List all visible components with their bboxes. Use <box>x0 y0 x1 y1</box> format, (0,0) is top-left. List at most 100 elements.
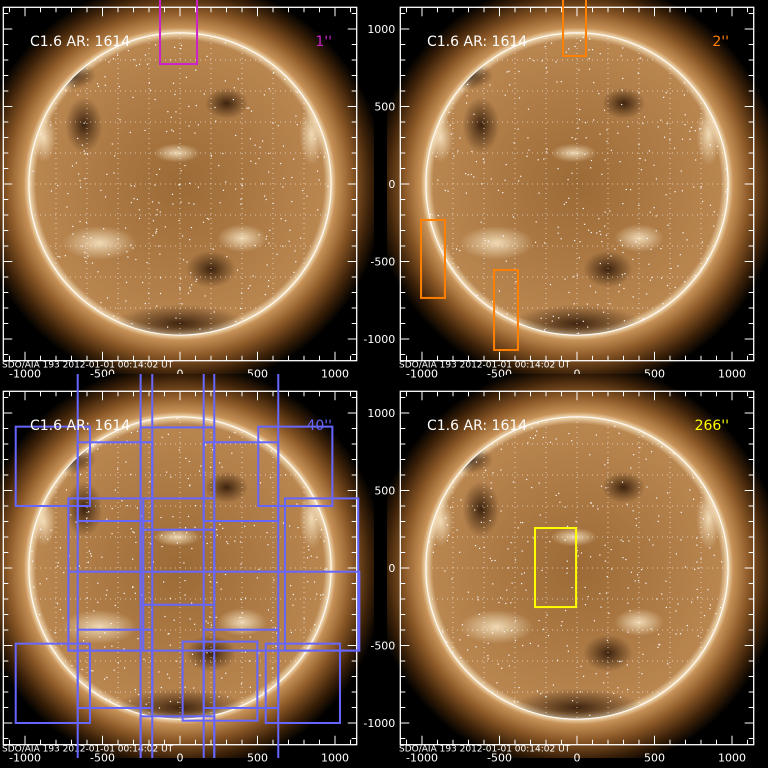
coronal-hole <box>204 471 249 503</box>
grid-dot <box>85 221 88 223</box>
grid-dot <box>161 436 163 438</box>
grid-dot <box>589 38 591 40</box>
grid-dot <box>622 540 624 542</box>
grid-dot <box>323 540 325 542</box>
grid-dot <box>582 36 584 38</box>
grid-dot <box>537 423 539 425</box>
grid-dot <box>308 549 310 551</box>
grid-dot <box>184 594 186 596</box>
coronal-hole <box>583 250 633 288</box>
grid-dot <box>621 481 624 483</box>
grid-dot <box>543 158 545 160</box>
grid-dot <box>480 221 482 223</box>
grid-dot <box>189 618 191 620</box>
grid-dot <box>610 568 613 570</box>
grid-dot <box>593 81 595 84</box>
grid-dot <box>518 70 520 73</box>
grid-dot <box>640 569 643 571</box>
grid-dot <box>92 670 94 672</box>
grid-dot <box>276 253 278 255</box>
grid-dot <box>133 532 135 534</box>
grid-dot <box>701 200 704 203</box>
grid-dot <box>510 542 512 544</box>
grid-dot <box>191 284 193 286</box>
grid-dot <box>649 211 651 213</box>
grid-dot <box>249 285 251 287</box>
grid-dot <box>166 673 169 675</box>
grid-dot <box>170 476 172 478</box>
grid-dot <box>504 94 506 96</box>
grid-dot <box>696 588 698 591</box>
grid-dot <box>193 203 195 205</box>
grid-dot <box>276 632 278 634</box>
grid-dot <box>584 122 587 124</box>
grid-dot <box>65 90 67 92</box>
grid-dot <box>696 596 699 598</box>
active-region <box>153 143 201 163</box>
grid-dot <box>234 540 236 542</box>
grid-dot <box>170 129 173 131</box>
grid-dot <box>320 529 323 531</box>
grid-dot <box>148 82 151 84</box>
grid-dot <box>289 229 291 231</box>
grid-dot <box>627 602 629 604</box>
grid-dot <box>590 502 592 504</box>
grid-dot <box>254 244 256 246</box>
grid-dot <box>607 459 609 461</box>
grid-dot <box>179 287 181 289</box>
grid-dot <box>541 569 543 572</box>
grid-dot <box>215 616 217 619</box>
grid-dot <box>296 124 298 126</box>
grid-dot <box>216 528 218 531</box>
grid-dot <box>597 508 599 510</box>
grid-dot <box>132 586 134 588</box>
grid-dot <box>148 292 150 294</box>
grid-dot <box>187 515 190 518</box>
grid-dot <box>627 688 629 691</box>
grid-dot <box>224 573 227 576</box>
grid-dot <box>216 581 218 584</box>
grid-dot <box>641 673 643 675</box>
grid-dot <box>658 633 660 636</box>
grid-dot <box>610 255 612 257</box>
sun-image <box>0 374 374 758</box>
grid-dot <box>459 137 461 139</box>
grid-dot <box>587 326 589 328</box>
grid-dot <box>294 250 296 252</box>
grid-dot <box>435 155 437 158</box>
grid-dot <box>268 88 270 90</box>
grid-dot <box>284 78 286 80</box>
grid-dot <box>479 547 481 549</box>
grid-dot <box>240 563 242 565</box>
grid-dot <box>191 602 193 604</box>
grid-dot <box>606 672 608 675</box>
grid-dot <box>259 146 261 148</box>
grid-dot <box>670 267 672 270</box>
grid-dot <box>282 186 284 188</box>
grid-dot <box>59 256 61 258</box>
grid-dot <box>317 209 319 211</box>
coronal-hole <box>65 481 103 537</box>
y-tick-label: 500 <box>374 101 395 114</box>
grid-dot <box>526 478 528 481</box>
grid-dot <box>161 534 163 536</box>
grid-dot <box>197 124 199 126</box>
x-tick-label: -1000 <box>406 752 438 765</box>
grid-dot <box>138 693 140 696</box>
grid-dot <box>588 49 590 51</box>
grid-dot <box>121 500 123 502</box>
grid-dot <box>639 447 641 449</box>
grid-dot <box>490 496 492 498</box>
sun-image <box>387 0 768 374</box>
grid-dot <box>209 466 212 468</box>
grid-dot <box>600 606 602 608</box>
grid-dot <box>117 468 119 470</box>
grid-dot <box>529 437 532 439</box>
grid-dot <box>87 561 89 563</box>
grid-dot <box>527 540 529 543</box>
x-tick-label: 1000 <box>718 752 746 765</box>
grid-dot <box>317 156 319 158</box>
grid-dot <box>129 700 131 702</box>
grid-dot <box>650 628 652 630</box>
grid-dot <box>248 660 250 662</box>
